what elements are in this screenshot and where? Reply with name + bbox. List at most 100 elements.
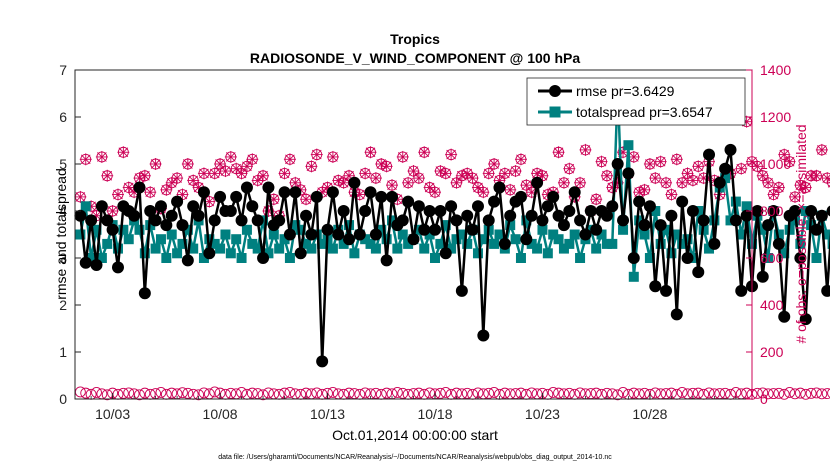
obs-assimilated-marker — [681, 167, 694, 180]
rmse-marker — [402, 195, 415, 208]
totalspread-marker — [773, 229, 784, 240]
legend: rmse pr=3.6429 totalspread pr=3.6547 — [526, 77, 746, 126]
rmse-marker — [396, 214, 409, 227]
x-axis-label: Oct.01,2014 00:00:00 start — [332, 427, 498, 443]
totalspread-marker — [478, 234, 489, 245]
obs-possible-marker — [117, 387, 129, 399]
obs-assimilated-marker — [670, 153, 683, 166]
totalspread-marker — [607, 238, 618, 249]
rmse-series — [74, 143, 830, 368]
obs-assimilated-marker — [149, 158, 162, 170]
rmse-marker — [729, 214, 742, 227]
y-left-tick-label: 7 — [59, 62, 67, 78]
y-right-tick-label: 600 — [760, 250, 784, 266]
rmse-marker — [450, 214, 463, 227]
y-left-tick-label: 4 — [59, 203, 67, 219]
obs-possible-marker — [563, 387, 575, 399]
totalspread-marker — [225, 248, 236, 259]
rmse-marker — [273, 214, 286, 227]
obs-assimilated-marker — [79, 153, 92, 166]
obs-assimilated-marker — [117, 146, 130, 159]
rmse-marker — [821, 284, 830, 297]
rmse-marker — [181, 254, 194, 267]
obs-assimilated-marker — [557, 176, 570, 189]
rmse-marker — [375, 190, 388, 203]
rmse-marker — [525, 209, 538, 222]
obs-assimilated-marker — [240, 160, 253, 173]
totalspread-marker — [822, 229, 830, 240]
obs-possible-marker — [821, 388, 830, 400]
rmse-marker — [627, 252, 640, 264]
x-tick-label: 10/13 — [310, 406, 345, 422]
totalspread-marker — [494, 229, 505, 240]
totalspread-marker — [521, 215, 532, 226]
rmse-marker — [214, 190, 227, 203]
y-right-tick-label: 1400 — [760, 62, 791, 78]
totalspread-marker — [795, 238, 806, 249]
obs-possible-marker — [805, 387, 817, 399]
rmse-marker — [772, 237, 785, 250]
rmse-marker — [590, 223, 603, 236]
rmse-marker — [638, 219, 651, 232]
rmse-marker — [230, 190, 243, 203]
obs-assimilated-marker — [799, 181, 812, 194]
rmse-marker — [321, 223, 334, 236]
obs-possible-marker — [789, 388, 801, 400]
rmse-marker — [79, 256, 92, 269]
totalspread-marker — [682, 234, 693, 245]
rmse-marker — [176, 219, 189, 232]
data-file-footnote: data file: /Users/gharamti/Documents/NCA… — [218, 454, 612, 461]
y-left-tick-label: 1 — [59, 344, 67, 360]
rmse-marker — [482, 214, 495, 227]
totalspread-marker — [166, 229, 177, 240]
totalspread-marker — [387, 215, 398, 226]
obs-assimilated-marker — [402, 176, 415, 189]
obs-assimilated-marker — [332, 174, 345, 187]
obs-possible-marker — [246, 387, 258, 399]
obs-possible-marker — [440, 386, 452, 398]
totalspread-marker — [763, 253, 774, 263]
obs-possible-marker — [225, 387, 237, 399]
obs-possible-marker — [461, 387, 473, 399]
totalspread-marker — [472, 248, 483, 259]
obs-assimilated-marker — [418, 146, 431, 159]
totalspread-marker — [451, 234, 462, 245]
totalspread-marker — [198, 253, 209, 263]
totalspread-marker — [376, 224, 387, 235]
obs-possible-marker — [91, 386, 102, 398]
totalspread-marker — [650, 206, 661, 216]
totalspread-marker — [827, 238, 830, 249]
rmse-marker — [95, 200, 108, 213]
obs-possible-marker — [574, 387, 586, 399]
totalspread-marker — [177, 238, 188, 249]
rmse-marker — [386, 190, 399, 203]
obs-assimilated-marker — [283, 153, 296, 166]
rmse-marker — [310, 190, 323, 203]
obs-assimilated-marker — [181, 158, 194, 170]
rmse-marker — [359, 205, 372, 217]
obs-possible-marker — [612, 389, 624, 401]
rmse-marker — [412, 200, 425, 213]
obs-assimilated-marker — [439, 167, 452, 180]
rmse-marker — [719, 162, 732, 175]
rmse-marker — [144, 205, 157, 217]
obs-possible-marker — [139, 387, 151, 399]
obs-possible-marker — [262, 387, 274, 399]
totalspread-marker — [134, 224, 145, 235]
obs-assimilated-marker — [224, 150, 237, 163]
totalspread-marker — [75, 229, 86, 240]
obs-assimilated-marker — [257, 169, 270, 182]
totalspread-marker — [741, 201, 752, 212]
obs-possible-marker — [182, 387, 194, 399]
rmse-marker — [418, 223, 431, 236]
rmse-marker — [74, 209, 87, 222]
obs-assimilated-marker — [579, 143, 592, 156]
rmse-marker — [805, 205, 818, 217]
rmse-marker — [536, 214, 549, 227]
rmse-marker — [257, 252, 270, 264]
rmse-marker — [563, 205, 576, 217]
obs-assimilated-marker — [762, 176, 775, 189]
rmse-marker — [85, 214, 98, 227]
totalspread-marker — [601, 238, 612, 249]
rmse-marker — [316, 355, 329, 368]
